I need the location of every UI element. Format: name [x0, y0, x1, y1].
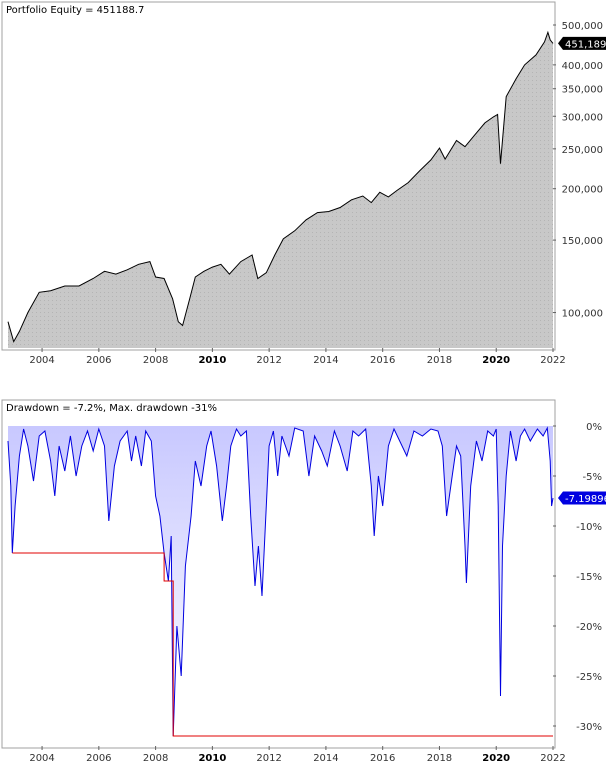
x-tick-label: 2014 [313, 753, 338, 764]
drawdown-current-value-badge: -7.19896 [558, 491, 606, 505]
x-tick-label: 2022 [540, 355, 565, 366]
x-tick-label: 2020 [482, 355, 510, 366]
equity-chart-panel: 100,000 150,000 200,000 250,000 300,000 350,0… [0, 0, 606, 370]
y-tick-label: -25% [576, 672, 602, 683]
x-tick-label: 2008 [143, 355, 168, 366]
x-tick-label: 2006 [86, 753, 111, 764]
x-tick-label: 2010 [198, 355, 226, 366]
equity-series-line [7, 30, 554, 343]
y-tick-label: 150,000 [562, 236, 603, 247]
x-tick-label: 2014 [313, 355, 338, 366]
x-tick-label: 2018 [427, 753, 452, 764]
equity-area [8, 32, 553, 349]
x-tick-label: 2012 [256, 753, 281, 764]
y-tick-label: -10% [576, 522, 602, 533]
x-tick-label: 2016 [370, 753, 395, 764]
y-tick-label: 500,000 [562, 21, 603, 32]
drawdown-chart: 0%-5%-10%-15%-20%-25%-30% 2004 2006 2008 20… [1, 399, 606, 764]
y-tick-label: 0% [586, 422, 602, 433]
y-tick-label: 200,000 [562, 185, 603, 196]
drawdown-current-value-label: -7.19896 [565, 494, 606, 505]
drawdown-area [8, 426, 553, 736]
drawdown-series-line [7, 426, 554, 737]
y-tick-label: 350,000 [562, 85, 603, 96]
x-tick-label: 2006 [86, 355, 111, 366]
equity-current-value-badge: 451,189 [558, 36, 606, 50]
equity-current-value-label: 451,189 [565, 39, 606, 50]
x-tick-label: 2020 [482, 753, 510, 764]
x-tick-label: 2004 [29, 753, 54, 764]
y-tick-label: -15% [576, 572, 602, 583]
x-tick-label: 2004 [29, 355, 54, 366]
drawdown-x-axis: 2004 2006 2008 2010 2012 2014 2016 2018 2020 2022 [29, 746, 566, 764]
equity-y-axis: 100,000 150,000 200,000 250,000 300,000 350,0… [553, 21, 603, 320]
y-tick-label: 250,000 [562, 145, 603, 156]
x-tick-label: 2012 [256, 355, 281, 366]
y-tick-label: -20% [576, 622, 602, 633]
drawdown-chart-panel: 0% -5% -10% -15% -20% -25% -30% 2004 2006 2008 20… [0, 398, 606, 768]
x-tick-label: 2018 [427, 355, 452, 366]
y-tick-label: -5% [583, 472, 602, 483]
x-tick-label: 2008 [143, 753, 168, 764]
max-drawdown-line [12, 552, 553, 737]
x-tick-label: 2010 [198, 753, 226, 764]
y-tick-label: -30% [576, 722, 602, 733]
x-tick-label: 2022 [540, 753, 565, 764]
equity-chart: 100,000 150,000 200,000 250,000 300,000 350,0… [1, 1, 606, 366]
y-tick-label: 100,000 [562, 309, 603, 320]
drawdown-y-axis: 0% -5% -10% -15% -20% -25% -30% [553, 422, 602, 733]
drawdown-chart-title: Drawdown = -7.2%, Max. drawdown -31% [6, 403, 217, 414]
equity-chart-title: Portfolio Equity = 451188.7 [6, 5, 144, 16]
y-tick-label: 300,000 [562, 112, 603, 123]
x-tick-label: 2016 [370, 355, 395, 366]
equity-x-axis: 2004 2006 2008 2010 2012 2014 2016 2018 2020 2022 [29, 348, 566, 366]
y-tick-label: 400,000 [562, 61, 603, 72]
